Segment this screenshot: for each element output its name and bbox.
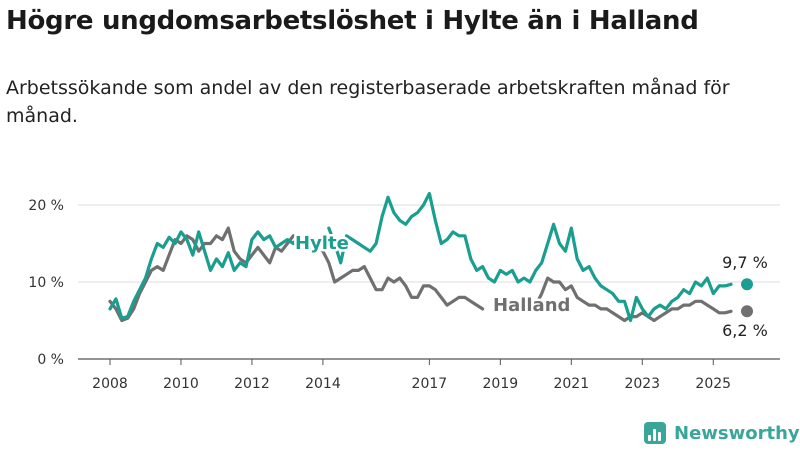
x-tick-label: 2014 <box>305 376 341 392</box>
bar-chart-logo-icon <box>644 422 666 444</box>
brand-name: Newsworthy <box>674 422 800 444</box>
x-tick-label: 2019 <box>483 376 519 392</box>
chart-series <box>108 191 753 323</box>
page-subtitle: Arbetssökande som andel av den registerb… <box>6 77 730 127</box>
x-axis: 2008 2010 2012 2014 2017 2019 2021 2023 2025 <box>92 359 731 392</box>
x-tick-label: 2021 <box>553 376 589 392</box>
end-value-hylte: 9,7 % <box>722 253 768 272</box>
x-tick-label: 2008 <box>92 376 128 392</box>
series-line-halland <box>108 226 733 323</box>
chart-grid <box>78 204 780 360</box>
series-label-halland: Halland <box>493 295 570 316</box>
y-tick-label: 10 % <box>28 275 64 291</box>
end-value-halland: 6,2 % <box>722 321 768 340</box>
x-tick-label: 2017 <box>412 376 448 392</box>
x-tick-label: 2025 <box>695 376 731 392</box>
y-axis: 0 % 10 % 20 % <box>28 198 64 368</box>
x-tick-label: 2023 <box>624 376 660 392</box>
end-point-halland <box>741 305 753 318</box>
brand[interactable]: Newsworthy <box>644 420 800 446</box>
series-label-hylte: Hylte <box>295 233 349 254</box>
x-tick-label: 2010 <box>163 376 199 392</box>
y-tick-label: 0 % <box>37 352 64 368</box>
chart-labels: Hylte Halland 9,7 % 6,2 % <box>293 231 768 341</box>
end-point-hylte <box>741 278 753 291</box>
page-title: Högre ungdomsarbetslöshet i Hylte än i H… <box>6 6 699 36</box>
series-line-hylte <box>108 191 733 323</box>
y-tick-label: 20 % <box>28 198 64 214</box>
x-tick-label: 2012 <box>234 376 270 392</box>
line-chart: 0 % 10 % 20 % 2008 2010 2012 2014 2017 2019 2021… <box>28 191 780 392</box>
